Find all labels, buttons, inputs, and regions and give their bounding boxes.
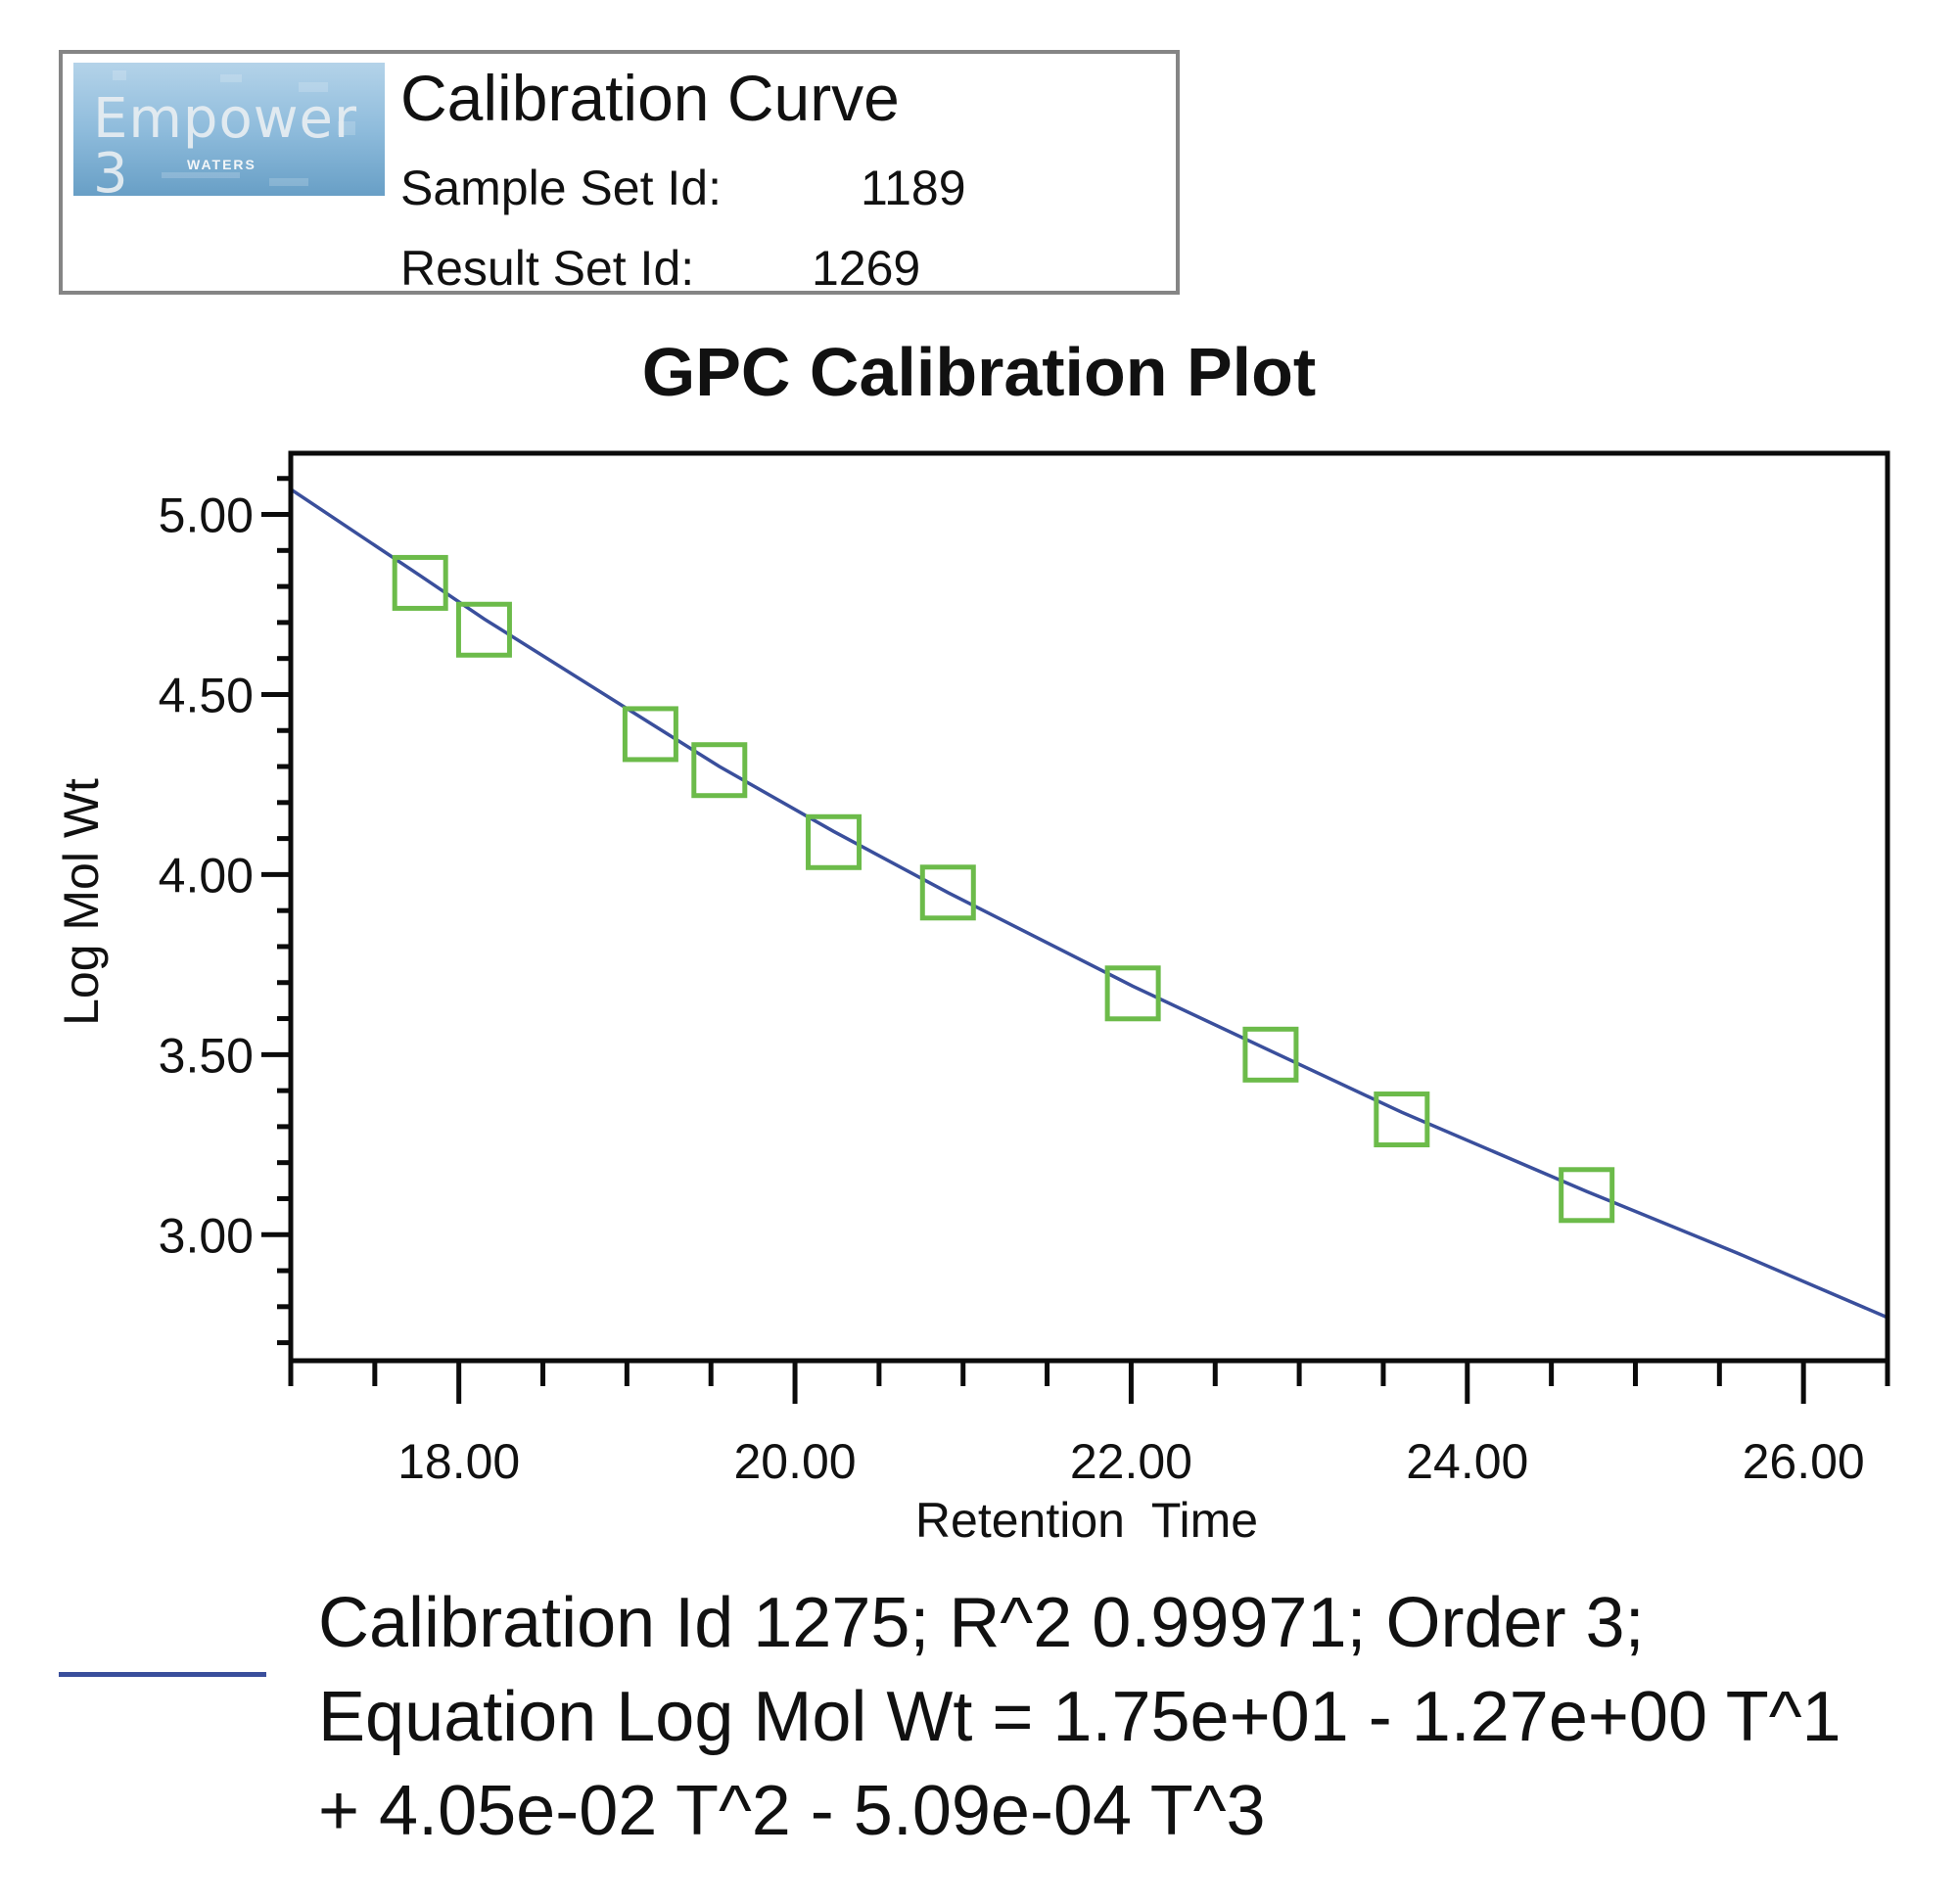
data-point-marker	[1374, 1091, 1430, 1148]
report-title: Calibration Curve	[400, 62, 900, 134]
y-axis-ticks: 3.00 3.50 4.00 4.50 5.00	[159, 476, 291, 1346]
y-axis-title: Log Mol Wt	[54, 778, 109, 1026]
chart-title: GPC Calibration Plot	[641, 334, 1317, 410]
sample-set-label: Sample Set Id:	[400, 161, 722, 215]
y-tick-label: 4.50	[159, 668, 254, 722]
legend-line-swatch	[59, 1672, 266, 1677]
result-set-value: 1269	[812, 241, 921, 296]
fit-curve-line	[290, 488, 1888, 1320]
logo-subtext: WATERS	[187, 157, 256, 172]
fit-curve-layer	[290, 488, 1888, 1320]
data-point-marker	[392, 554, 448, 611]
data-point-marker	[455, 601, 512, 658]
data-point-marker	[1242, 1026, 1299, 1083]
report-header-box: Empower 3 WATERS Calibration Curve Sampl…	[59, 50, 1180, 295]
x-tick-label: 22.00	[1070, 1434, 1192, 1489]
data-point-marker	[919, 864, 976, 921]
plot-frame	[288, 450, 1890, 1364]
x-tick-label: 24.00	[1406, 1434, 1528, 1489]
x-axis-ticks: 18.00 20.00 22.00 24.00 26.00	[288, 1361, 1890, 1489]
data-point-marker	[1559, 1167, 1615, 1224]
data-point-marker	[691, 742, 748, 799]
x-tick-label: 18.00	[397, 1434, 520, 1489]
legend-line-3: + 4.05e-02 T^2 - 5.09e-04 T^3	[318, 1772, 1266, 1850]
legend-text: Calibration Id 1275; R^2 0.99971; Order …	[318, 1576, 1958, 1858]
legend-line-1: Calibration Id 1275; R^2 0.99971; Order …	[318, 1584, 1645, 1662]
y-tick-label: 3.00	[159, 1208, 254, 1263]
x-tick-label: 20.00	[733, 1434, 856, 1489]
data-points-layer	[392, 554, 1615, 1224]
y-tick-label: 3.50	[159, 1028, 254, 1083]
x-tick-label: 26.00	[1743, 1434, 1865, 1489]
x-axis-title: Retention Time	[915, 1493, 1258, 1548]
empower-logo: Empower 3 WATERS	[73, 63, 385, 196]
y-tick-label: 4.00	[159, 848, 254, 903]
sample-set-value: 1189	[861, 161, 966, 215]
data-point-marker	[806, 813, 862, 870]
legend-line-2: Equation Log Mol Wt = 1.75e+01 - 1.27e+0…	[318, 1678, 1841, 1756]
data-point-marker	[622, 706, 678, 763]
data-point-marker	[1104, 965, 1161, 1022]
logo-text: Empower 3	[93, 87, 358, 197]
y-tick-label: 5.00	[159, 488, 254, 543]
result-set-label: Result Set Id:	[400, 241, 695, 296]
